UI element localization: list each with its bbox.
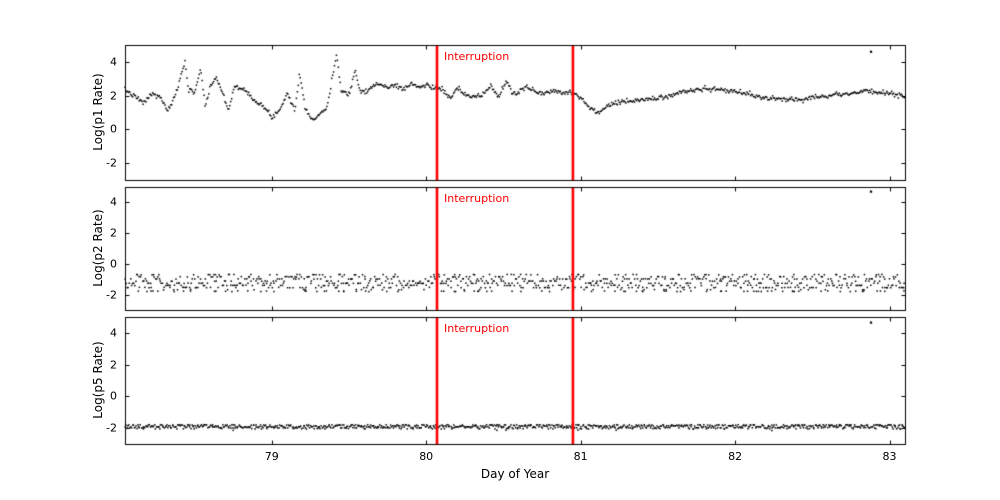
y-tick-label: 0 [110,257,117,271]
x-tick-label: 81 [573,450,588,463]
y-tick-label: 4 [110,195,117,209]
interruption-label: Interruption [444,50,510,63]
x-tick-label: 79 [264,450,279,463]
y-tick-label: -2 [106,156,117,170]
x-tick-label: 82 [728,450,743,463]
y-tick-label: 4 [110,326,117,340]
y-tick-label: -2 [106,421,117,435]
y-tick-label: 2 [110,358,117,372]
y-tick-label: 2 [110,89,117,103]
y-tick-label: 0 [110,122,117,136]
y-tick-label: 4 [110,55,117,69]
y-tick-label: -2 [106,288,117,302]
x-tick-label: 83 [882,450,897,463]
y-tick-label: 2 [110,226,117,240]
y-axis-label-p1: Log(p1 Rate) [91,73,105,151]
interruption-label: Interruption [444,322,510,335]
x-axis-label: Day of Year [480,467,550,481]
y-tick-label: 0 [110,389,117,403]
y-axis-label-p2: Log(p2 Rate) [91,209,105,287]
interruption-label: Interruption [444,192,510,205]
x-tick-label: 80 [419,450,434,463]
y-axis-label-p5: Log(p5 Rate) [91,341,105,419]
